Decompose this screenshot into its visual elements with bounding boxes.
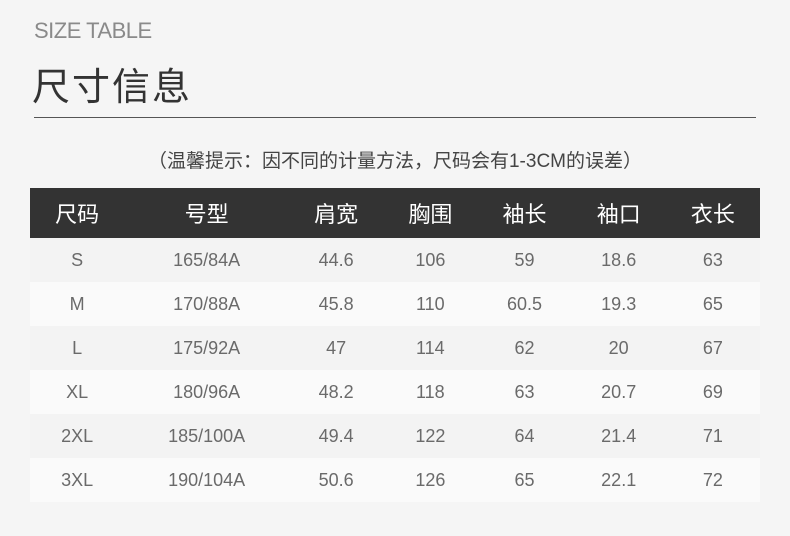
table-row: M 170/88A 45.8 110 60.5 19.3 65	[30, 282, 760, 326]
table-cell: 190/104A	[124, 458, 290, 502]
column-header: 胸围	[383, 188, 478, 238]
table-cell: 20.7	[571, 370, 666, 414]
table-cell: 175/92A	[124, 326, 290, 370]
table-cell: 21.4	[571, 414, 666, 458]
table-cell: 126	[383, 458, 478, 502]
table-cell: 20	[571, 326, 666, 370]
table-row: XL 180/96A 48.2 118 63 20.7 69	[30, 370, 760, 414]
table-cell: 118	[383, 370, 478, 414]
column-header: 衣长	[665, 188, 760, 238]
table-cell: 65	[665, 282, 760, 326]
column-header: 号型	[124, 188, 290, 238]
table-cell: 72	[665, 458, 760, 502]
table-cell: S	[30, 238, 125, 282]
column-header: 尺码	[30, 188, 125, 238]
table-cell: 71	[665, 414, 760, 458]
size-table-subtitle: SIZE TABLE	[34, 18, 152, 43]
table-cell: 18.6	[571, 238, 666, 282]
page-title: 尺寸信息	[32, 67, 193, 109]
table-cell: 49.4	[289, 414, 384, 458]
table-cell: 22.1	[571, 458, 666, 502]
table-cell: 19.3	[571, 282, 666, 326]
table-cell: 110	[383, 282, 478, 326]
table-row: 2XL 185/100A 49.4 122 64 21.4 71	[30, 414, 760, 458]
table-cell: 122	[383, 414, 478, 458]
table-cell: 63	[665, 238, 760, 282]
divider	[34, 117, 756, 118]
table-cell: 114	[383, 326, 478, 370]
table-cell: 67	[665, 326, 760, 370]
table-cell: 59	[477, 238, 572, 282]
table-cell: 65	[477, 458, 572, 502]
size-table: 尺码 号型 肩宽 胸围 袖长 袖口 衣长 S 165/84A 44.6 106 59 18…	[30, 188, 760, 502]
column-header: 袖长	[477, 188, 572, 238]
table-row: L 175/92A 47 114 62 20 67	[30, 326, 760, 370]
table-row: S 165/84A 44.6 106 59 18.6 63	[30, 238, 760, 282]
column-header: 肩宽	[289, 188, 384, 238]
measurement-note: （温馨提示：因不同的计量方法，尺码会有1-3CM的误差）	[147, 151, 642, 172]
table-cell: 180/96A	[124, 370, 290, 414]
column-header: 袖口	[571, 188, 666, 238]
table-cell: 50.6	[289, 458, 384, 502]
table-cell: 48.2	[289, 370, 384, 414]
table-cell: L	[30, 326, 125, 370]
table-cell: 64	[477, 414, 572, 458]
table-cell: 45.8	[289, 282, 384, 326]
table-cell: 63	[477, 370, 572, 414]
table-cell: 62	[477, 326, 572, 370]
table-cell: 170/88A	[124, 282, 290, 326]
table-cell: 3XL	[30, 458, 125, 502]
table-cell: 165/84A	[124, 238, 290, 282]
table-row: 3XL 190/104A 50.6 126 65 22.1 72	[30, 458, 760, 502]
table-cell: 185/100A	[124, 414, 290, 458]
table-cell: M	[30, 282, 125, 326]
table-cell: XL	[30, 370, 125, 414]
table-cell: 106	[383, 238, 478, 282]
table-cell: 44.6	[289, 238, 384, 282]
table-cell: 47	[289, 326, 384, 370]
table-header-row: 尺码 号型 肩宽 胸围 袖长 袖口 衣长	[30, 188, 760, 238]
table-cell: 60.5	[477, 282, 572, 326]
table-cell: 69	[665, 370, 760, 414]
table-cell: 2XL	[30, 414, 125, 458]
